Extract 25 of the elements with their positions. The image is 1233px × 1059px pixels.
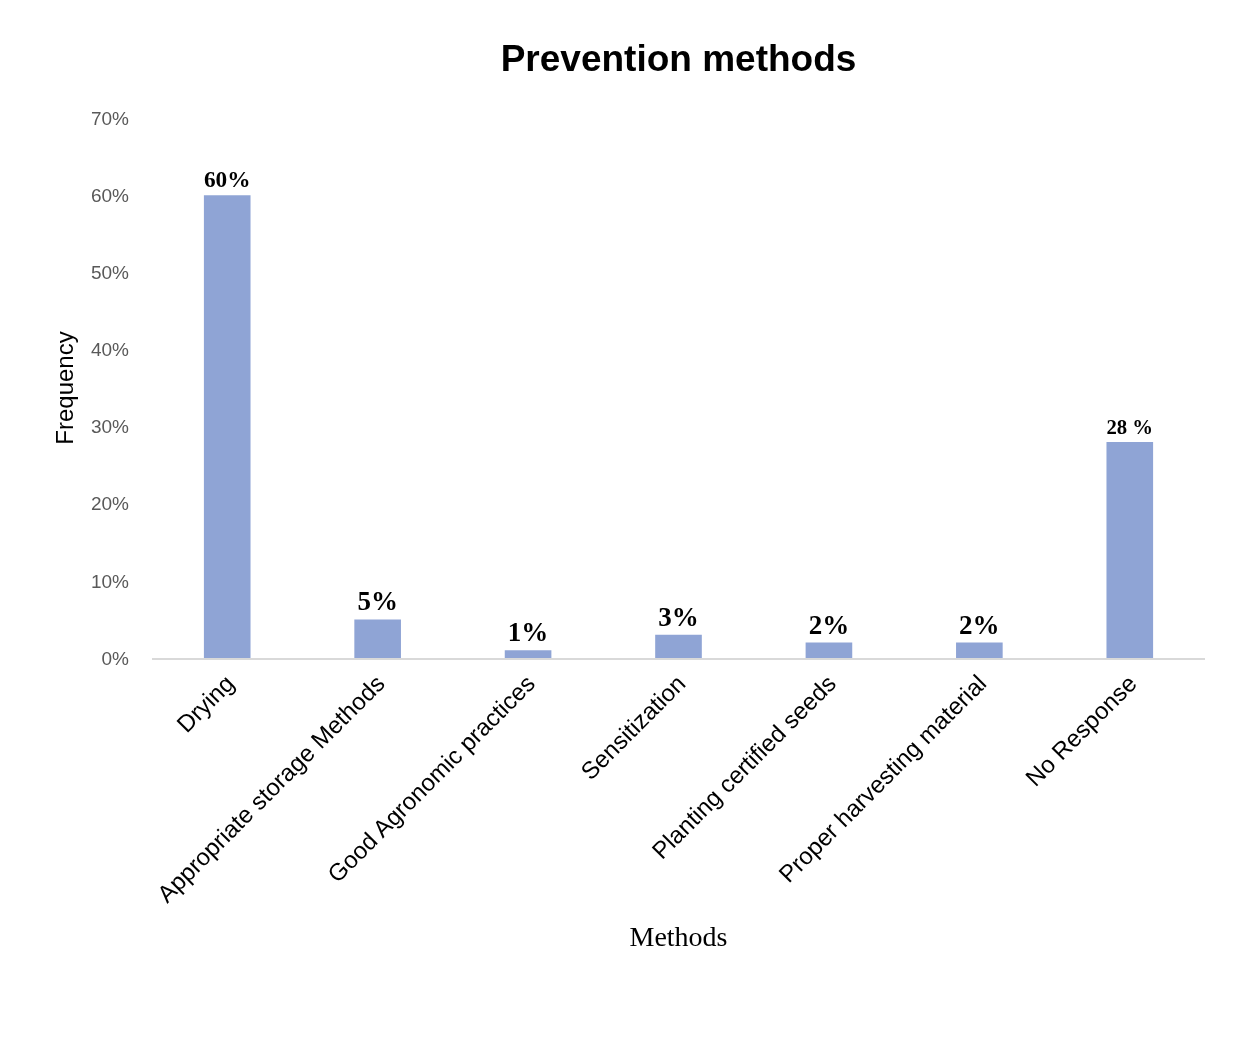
x-axis-title: Methods: [629, 921, 728, 953]
y-tick-label: 10%: [90, 570, 130, 592]
y-tick-label: 40%: [90, 339, 130, 361]
y-tick-label: 30%: [90, 416, 130, 438]
bar: [956, 642, 1003, 658]
y-tick-label: 0%: [101, 647, 130, 669]
chart-title: Prevention methods: [500, 38, 857, 80]
data-label: 60%: [203, 165, 251, 192]
data-label: 2%: [959, 609, 1000, 640]
bar: [655, 634, 702, 658]
bar: [504, 650, 552, 658]
data-label: 28 %: [1106, 416, 1154, 439]
y-tick-label: 70%: [90, 107, 130, 129]
y-tick-label: 60%: [90, 184, 130, 206]
bar: [1106, 442, 1154, 658]
data-label: 2%: [808, 609, 850, 640]
y-tick-label: 20%: [90, 493, 130, 515]
data-label: 5%: [357, 586, 398, 617]
bar: [354, 619, 401, 658]
y-tick-label: 50%: [90, 261, 130, 283]
y-axis-title: Frequency: [51, 331, 79, 445]
data-label: 1%: [507, 617, 549, 648]
bar: [203, 195, 251, 658]
data-label: 3%: [658, 601, 699, 632]
bar: [805, 642, 853, 658]
